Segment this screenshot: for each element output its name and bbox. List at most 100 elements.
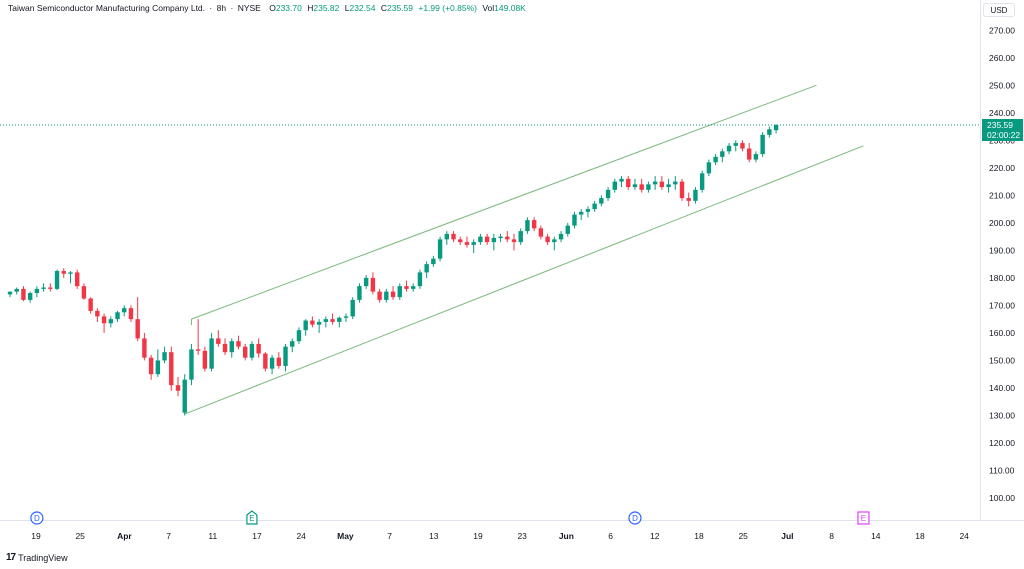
candle: [108, 316, 113, 328]
event-letter: D: [34, 514, 40, 523]
dividend-icon: [628, 511, 642, 525]
candle: [531, 217, 537, 232]
candle-body: [162, 352, 167, 361]
candle-body: [679, 181, 685, 199]
candle: [101, 313, 107, 333]
price-tick-label: 260.00: [989, 53, 1015, 63]
dividend-marker[interactable]: D: [628, 511, 642, 525]
candle-body: [713, 156, 718, 163]
candle-body: [115, 312, 120, 320]
price-tick-label: 140.00: [989, 383, 1015, 393]
parallel-channel[interactable]: [184, 84, 864, 415]
candle-body: [236, 341, 241, 347]
candle: [753, 151, 759, 163]
price-tick-label: 250.00: [989, 80, 1015, 90]
candle-body: [626, 178, 631, 188]
candle: [75, 269, 80, 289]
candle-body: [760, 134, 765, 155]
channel-line-lower[interactable]: [184, 145, 864, 415]
candle: [639, 178, 644, 193]
candle: [162, 346, 167, 364]
close-value: 235.59: [386, 3, 413, 13]
candle-body: [545, 236, 550, 243]
candle: [498, 233, 503, 243]
interval[interactable]: 8h: [216, 3, 227, 13]
candle-body: [767, 129, 772, 135]
candle-body: [491, 237, 497, 243]
candle-body: [61, 271, 66, 274]
high-value: 235.82: [313, 3, 340, 13]
candle: [740, 140, 745, 152]
candle-body: [686, 198, 691, 201]
candle: [471, 239, 476, 254]
earnings_future-marker[interactable]: E: [857, 511, 870, 525]
candle-body: [243, 346, 248, 358]
candle-body: [122, 308, 127, 313]
candle-body: [34, 288, 40, 294]
candle: [316, 319, 322, 333]
event-letter: E: [249, 514, 254, 523]
candle-body: [552, 239, 557, 243]
price-tick-label: 150.00: [989, 355, 1015, 365]
candle-body: [14, 288, 19, 292]
candle: [612, 178, 617, 193]
candle-body: [75, 272, 80, 287]
candle-body: [666, 184, 671, 188]
price-tick-label: 240.00: [989, 108, 1015, 118]
candle-body: [229, 341, 234, 353]
earnings_past-marker[interactable]: E: [246, 510, 258, 525]
candle: [269, 354, 275, 375]
time-tick-label: Jul: [781, 531, 793, 541]
candle: [142, 332, 147, 361]
symbol-name[interactable]: Taiwan Semiconductor Manufacturing Compa…: [8, 3, 206, 13]
candle-body: [673, 181, 678, 185]
candle: [767, 126, 772, 138]
time-tick-label: 8: [829, 531, 834, 541]
candle: [673, 176, 678, 190]
price-tick-label: 130.00: [989, 410, 1015, 420]
candle-body: [209, 338, 214, 369]
time-tick-label: 7: [166, 531, 171, 541]
last-price-label: 235.59 02:00:22: [982, 118, 1023, 141]
candle-body: [343, 316, 349, 318]
candle-body: [155, 360, 161, 375]
candle: [518, 228, 523, 245]
candle-body: [148, 357, 154, 375]
price-axis[interactable]: 100.00 110.00 120.00 130.00 140.00 150.00 160.…: [989, 25, 1015, 503]
volume-label: Vol: [482, 3, 495, 13]
candle: [195, 319, 201, 355]
close-label: C: [380, 3, 387, 13]
candle: [357, 283, 362, 303]
candle: [48, 283, 53, 292]
candle: [619, 176, 624, 188]
earnings-icon: [246, 510, 258, 525]
open-value: 233.70: [275, 3, 302, 13]
dividend-marker[interactable]: D: [30, 511, 44, 525]
earnings-icon: [857, 511, 870, 525]
candle: [686, 192, 691, 207]
currency-button[interactable]: USD: [983, 3, 1015, 17]
candle-body: [458, 239, 463, 243]
candle: [128, 305, 134, 322]
tradingview-logo[interactable]: 17 TradingView: [6, 552, 68, 563]
time-axis[interactable]: 19 25 Apr 7 11 17 24 May 7 13 19 23 Jun 6 12 18 25 Jul 8 14…: [31, 531, 969, 541]
time-tick-label: 13: [429, 531, 439, 541]
change-value: +1.99 (+0.85%): [418, 3, 477, 13]
candle: [760, 132, 765, 157]
candle: [122, 305, 127, 317]
candle: [370, 272, 376, 295]
candle-body: [511, 239, 517, 243]
candle: [276, 352, 281, 369]
candle-body: [88, 298, 93, 311]
candle: [579, 209, 584, 221]
candle-body: [189, 349, 194, 380]
candle-body: [699, 173, 705, 190]
candle-body: [411, 286, 416, 289]
candle: [61, 268, 66, 278]
candle-body: [720, 151, 725, 157]
channel-line-upper[interactable]: [191, 84, 817, 320]
candle-body: [572, 214, 577, 226]
candle-body: [599, 198, 604, 204]
